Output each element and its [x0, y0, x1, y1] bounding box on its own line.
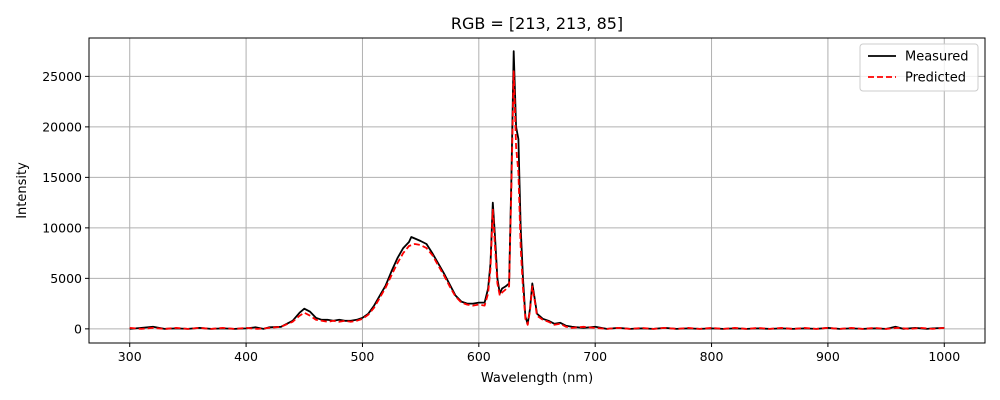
x-tick-label: 700: [583, 349, 607, 364]
legend: Measured Predicted: [859, 43, 979, 92]
x-tick-label: 500: [351, 349, 375, 364]
y-tick-label: 20000: [42, 119, 82, 134]
chart-title: RGB = [213, 213, 85]: [451, 14, 623, 33]
x-tick-label: 300: [118, 349, 142, 364]
y-tick-label: 15000: [42, 170, 82, 185]
x-tick-label: 1000: [928, 349, 960, 364]
series-line-predicted: [129, 70, 945, 330]
plot-area-frame: [88, 37, 986, 344]
y-axis-label: Intensity: [15, 162, 30, 219]
legend-label-measured: Measured: [905, 50, 969, 65]
grid: [89, 38, 985, 343]
x-tick-label: 900: [816, 349, 840, 364]
legend-label-predicted: Predicted: [905, 71, 966, 86]
y-axis: 0 5000 10000 15000 20000 25000: [42, 69, 89, 336]
series-line-measured: [129, 50, 945, 330]
y-tick-label: 5000: [50, 271, 82, 286]
series-group: [129, 50, 945, 330]
x-axis: 300 400 500 600 700 800 900 1000: [118, 343, 960, 364]
x-axis-label: Wavelength (nm): [481, 371, 593, 386]
x-tick-label: 800: [700, 349, 724, 364]
x-tick-label: 600: [467, 349, 491, 364]
y-tick-label: 10000: [42, 220, 82, 235]
y-tick-label: 0: [74, 321, 82, 336]
x-tick-label: 400: [234, 349, 258, 364]
y-tick-label: 25000: [42, 69, 82, 84]
